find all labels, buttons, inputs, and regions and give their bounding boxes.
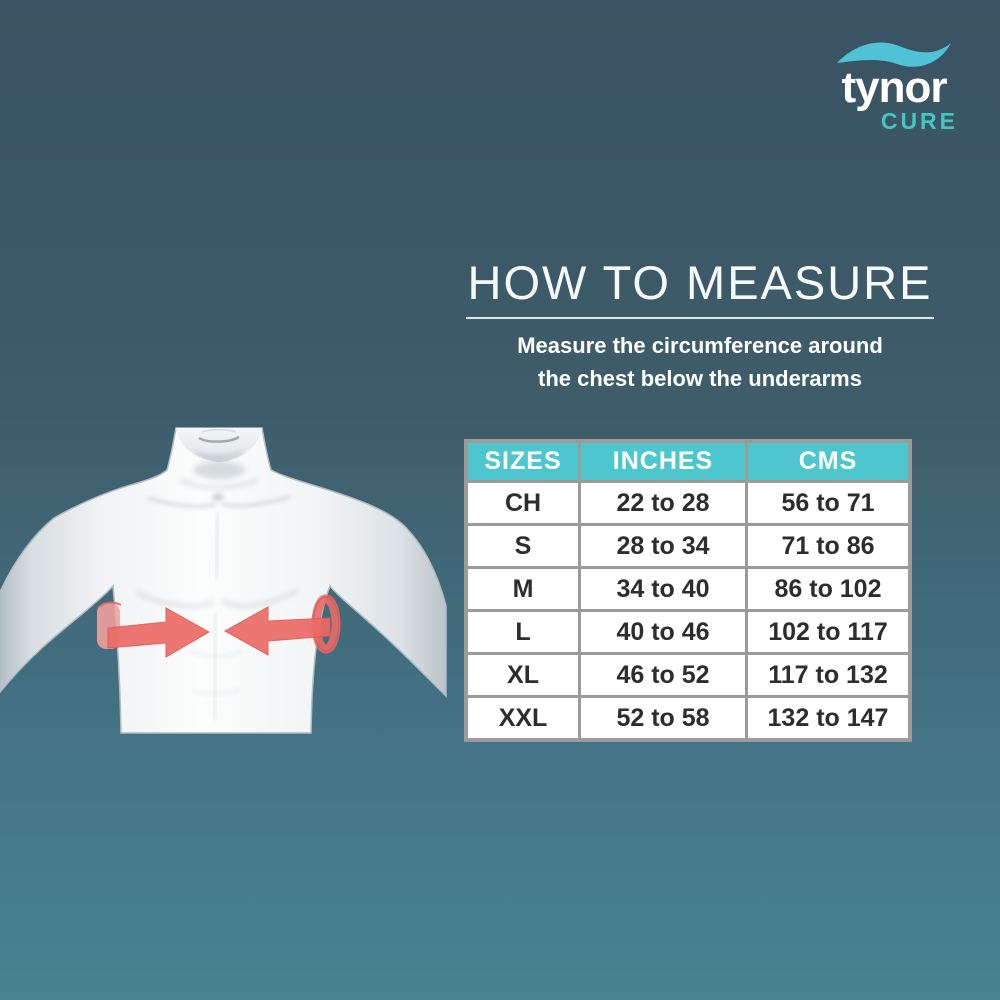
torso-body — [0, 427, 447, 734]
subtitle: Measure the circumference around the che… — [428, 329, 972, 395]
subtitle-line-2: the chest below the underarms — [538, 366, 862, 391]
table-cell-size: M — [468, 569, 578, 609]
subtitle-line-1: Measure the circumference around — [517, 333, 883, 358]
table-cell-cms: 71 to 86 — [748, 526, 908, 566]
torso-illustration — [0, 427, 447, 734]
left-arrow-icon — [107, 607, 211, 658]
table-cell-inches: 22 to 28 — [581, 483, 745, 523]
table-cell-inches: 28 to 34 — [581, 526, 745, 566]
column-header-sizes: SIZES — [468, 443, 578, 480]
table-cell-inches: 52 to 58 — [581, 698, 745, 738]
mouth-line — [198, 435, 240, 443]
right-arrow-icon — [223, 606, 331, 656]
table-cell-size: XXL — [468, 698, 578, 738]
table-cell-inches: 46 to 52 — [581, 655, 745, 695]
table-cell-cms: 132 to 147 — [748, 698, 908, 738]
page-title: HOW TO MEASURE — [467, 256, 933, 309]
table-cell-size: CH — [468, 483, 578, 523]
brand-name: tynor — [841, 63, 948, 112]
heading-block: HOW TO MEASURE Measure the circumference… — [428, 255, 972, 395]
measuring-band — [97, 594, 341, 658]
size-chart-table: SIZES INCHES CMS CH 22 to 28 56 to 71 S 28 t… — [464, 439, 912, 742]
column-header-inches: INCHES — [581, 443, 745, 480]
table-cell-cms: 86 to 102 — [748, 569, 908, 609]
logo-wave-icon — [837, 42, 951, 67]
title-underline — [466, 317, 934, 319]
column-header-cms: CMS — [748, 443, 908, 480]
tynor-cure-logo: tynor CURE — [824, 34, 964, 135]
table-cell-size: L — [468, 612, 578, 652]
table-cell-cms: 102 to 117 — [748, 612, 908, 652]
table-cell-size: XL — [468, 655, 578, 695]
table-cell-size: S — [468, 526, 578, 566]
table-cell-inches: 34 to 40 — [581, 569, 745, 609]
table-cell-cms: 117 to 132 — [748, 655, 908, 695]
sub-brand-name: CURE — [880, 108, 958, 134]
table-cell-cms: 56 to 71 — [748, 483, 908, 523]
table-cell-inches: 40 to 46 — [581, 612, 745, 652]
